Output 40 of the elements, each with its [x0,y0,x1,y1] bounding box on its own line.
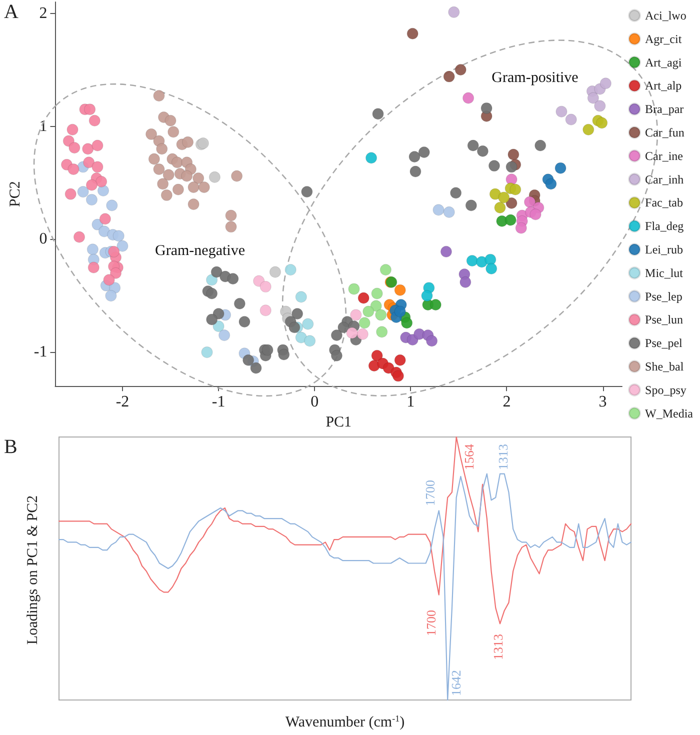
legend-label: Lei_rub [645,242,684,256]
annotation: 1700 [424,610,438,636]
legend-label: Pse_lun [645,312,684,327]
legend-label: Car_inh [645,172,684,186]
x-tick-label: 3 [598,394,607,411]
chart-title: A [4,1,19,23]
x-tick-label: 0 [310,394,319,411]
legend-label: Car_ine [645,148,684,163]
annotation: 1642 [448,670,464,696]
x-tick-label: -1 [212,394,226,411]
y-axis-title: Loadings on PC1 & PC2 [25,495,41,645]
legend-label: Car_fun [645,126,684,140]
y-tick-label: 2 [39,4,48,22]
y-tick-label: -1 [34,344,48,361]
x-tick-label: 2 [502,394,511,411]
legend-label: Pse_lep [645,289,682,304]
x-axis-title: PC1 [326,414,352,430]
legend-label: Bra_par [645,102,684,116]
annotation: Gram-positive [492,70,579,86]
legend-label: Spo_psy [645,382,686,397]
legend-label: Fla_deg [645,219,684,234]
annotation: 1564 [462,444,476,470]
annotation: 1313 [490,634,506,660]
legend-label: W_Media [645,406,694,420]
annotation: 1313 [496,444,510,470]
x-tick-label: 1 [406,394,415,411]
annotation: Gram-negative [155,243,246,259]
legend-label: Aci_lwo [645,8,686,22]
legend-label: Pse_pel [645,336,684,350]
legend-label: Agr_cit [645,32,682,46]
y-axis-title: PC2 [8,181,24,207]
legend-label: Art_agi [645,55,682,70]
y-tick-label: 0 [39,230,48,248]
legend-label: Art_alp [645,78,682,93]
legend-label: Fac_tab [645,196,684,210]
annotation: 1700 [422,480,438,506]
chart-title: B [4,436,18,458]
legend-label: Mic_lut [645,266,684,280]
x-tick-label: -2 [116,394,130,411]
legend-label: She_bal [645,360,684,374]
